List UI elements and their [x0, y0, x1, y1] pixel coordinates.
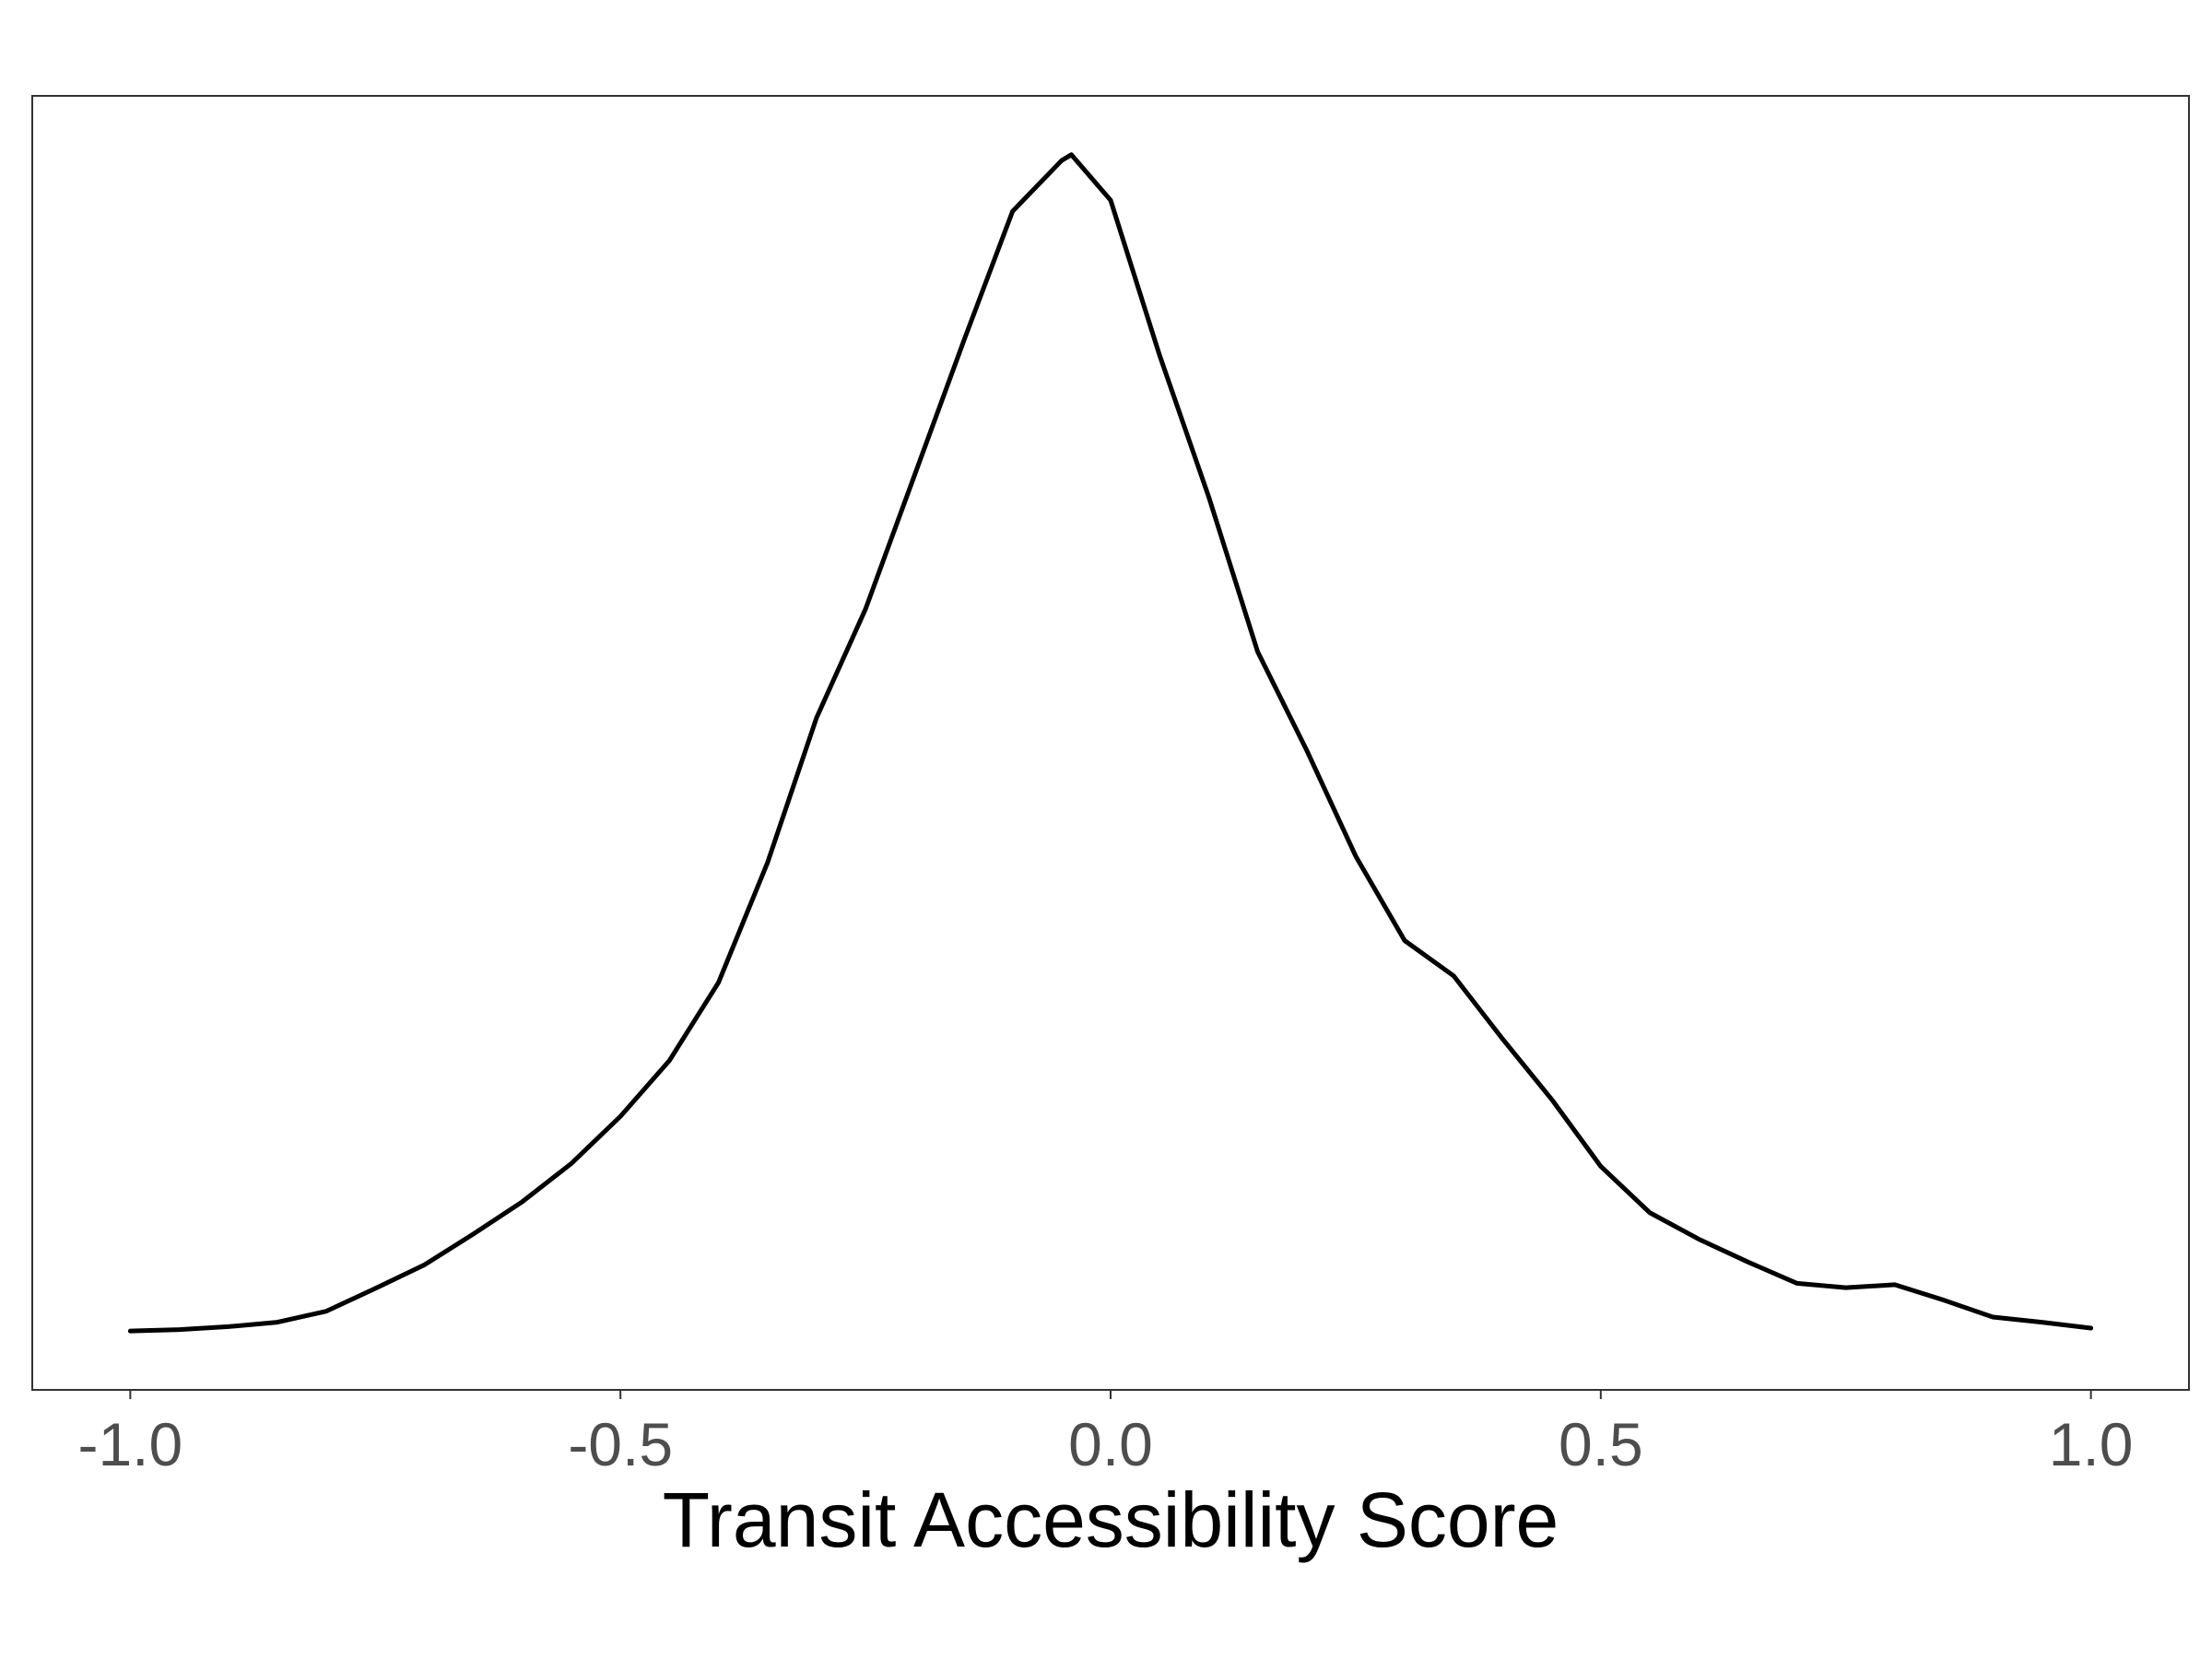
- x-axis-title: Transit Accessibility Score: [663, 1477, 1559, 1563]
- x-tick-label: 0.0: [1068, 1410, 1153, 1478]
- x-tick-label: 0.5: [1559, 1410, 1643, 1478]
- density-line: [127, 152, 2094, 1334]
- x-tick-label: -0.5: [568, 1410, 673, 1478]
- x-tick-label: -1.0: [77, 1410, 182, 1478]
- x-tick-label: 1.0: [2049, 1410, 2134, 1478]
